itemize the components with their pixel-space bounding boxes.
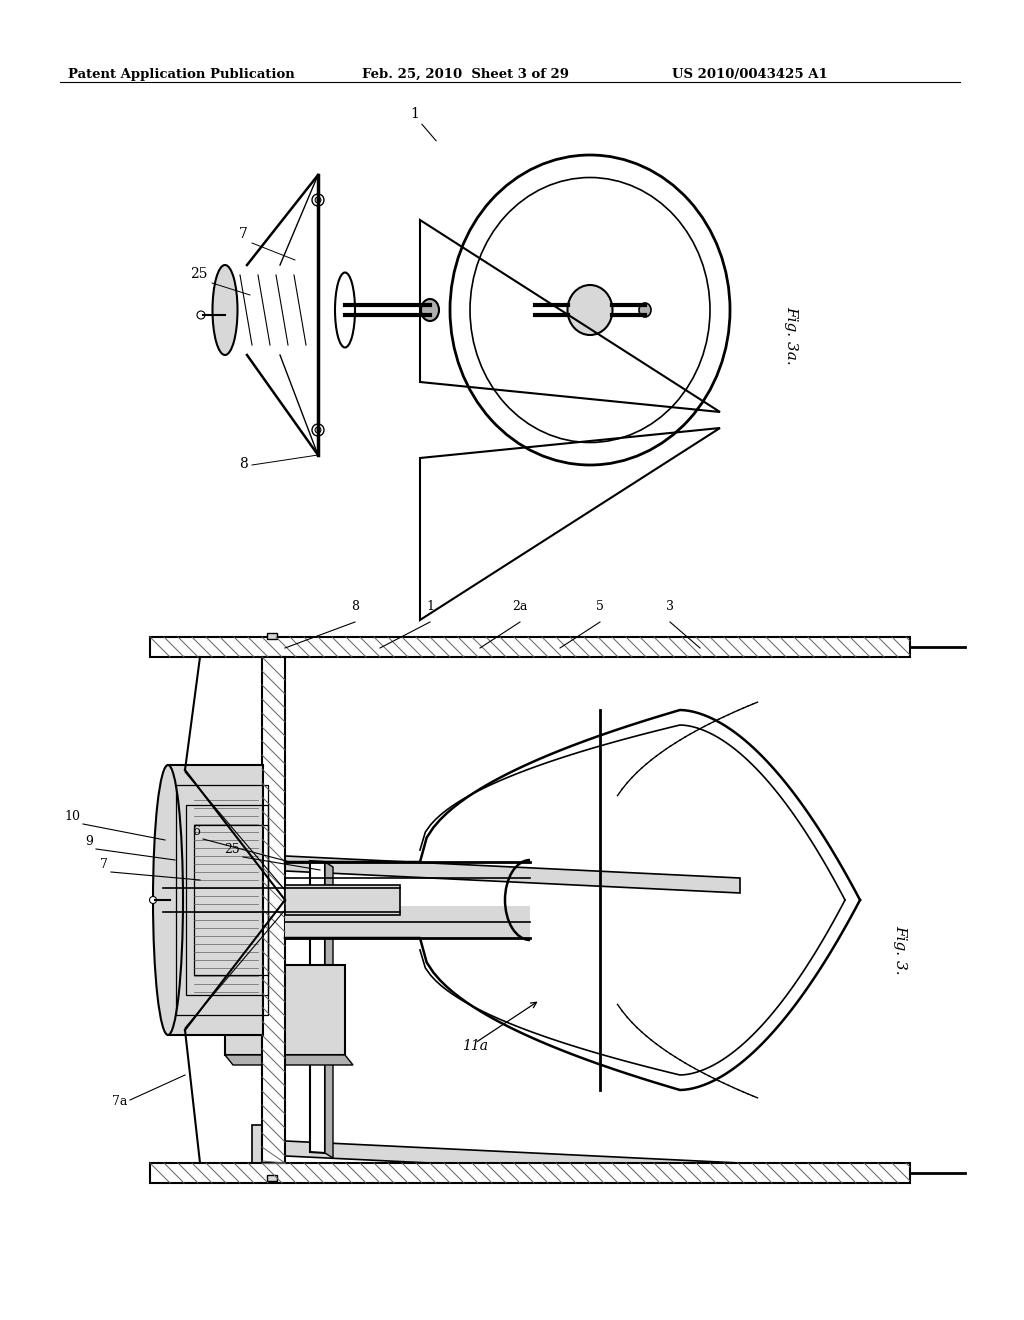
- Text: Fig. 3.: Fig. 3.: [893, 925, 907, 974]
- Polygon shape: [252, 884, 280, 892]
- Bar: [285, 906, 530, 921]
- Bar: [285, 921, 530, 939]
- Ellipse shape: [335, 272, 355, 347]
- Text: 7: 7: [240, 227, 248, 242]
- Text: Feb. 25, 2010  Sheet 3 of 29: Feb. 25, 2010 Sheet 3 of 29: [362, 69, 569, 81]
- Text: 7: 7: [100, 858, 108, 871]
- Text: 1: 1: [411, 107, 420, 121]
- Ellipse shape: [213, 265, 238, 355]
- Bar: [194, 825, 268, 975]
- Text: 3: 3: [666, 601, 674, 612]
- Bar: [186, 805, 268, 995]
- Text: 9: 9: [85, 836, 93, 847]
- Polygon shape: [265, 855, 740, 894]
- Bar: [150, 1163, 910, 1183]
- Polygon shape: [310, 861, 325, 1152]
- Bar: [267, 634, 278, 639]
- Text: 10: 10: [63, 810, 80, 822]
- Bar: [285, 884, 400, 915]
- Text: 6: 6: [193, 825, 200, 838]
- Circle shape: [315, 426, 321, 433]
- Ellipse shape: [567, 285, 612, 335]
- Circle shape: [150, 896, 157, 903]
- Circle shape: [197, 312, 205, 319]
- Bar: [150, 638, 910, 657]
- Text: 25: 25: [190, 267, 208, 281]
- Polygon shape: [265, 1140, 740, 1177]
- Ellipse shape: [421, 300, 439, 321]
- Text: Patent Application Publication: Patent Application Publication: [68, 69, 295, 81]
- Bar: [267, 1175, 278, 1181]
- Polygon shape: [252, 1125, 272, 1166]
- Text: 11a: 11a: [462, 1039, 488, 1053]
- Text: 25: 25: [224, 843, 240, 855]
- Text: 2a: 2a: [512, 601, 527, 612]
- Text: 5: 5: [596, 601, 604, 612]
- Circle shape: [312, 194, 324, 206]
- Text: 1: 1: [426, 601, 434, 612]
- Bar: [168, 766, 263, 1035]
- Circle shape: [312, 424, 324, 436]
- Text: 8: 8: [351, 601, 359, 612]
- Bar: [176, 785, 268, 1015]
- Ellipse shape: [153, 766, 183, 1035]
- Text: US 2010/0043425 A1: US 2010/0043425 A1: [672, 69, 827, 81]
- Circle shape: [315, 197, 321, 203]
- Bar: [262, 657, 285, 1163]
- Polygon shape: [225, 965, 345, 1055]
- Text: Fig. 3a.: Fig. 3a.: [784, 306, 798, 364]
- Text: 7a: 7a: [112, 1096, 127, 1107]
- Text: 8: 8: [240, 457, 248, 471]
- Polygon shape: [252, 845, 272, 884]
- Polygon shape: [325, 862, 333, 1158]
- Polygon shape: [252, 1166, 280, 1172]
- Ellipse shape: [639, 304, 651, 317]
- Polygon shape: [225, 1055, 353, 1065]
